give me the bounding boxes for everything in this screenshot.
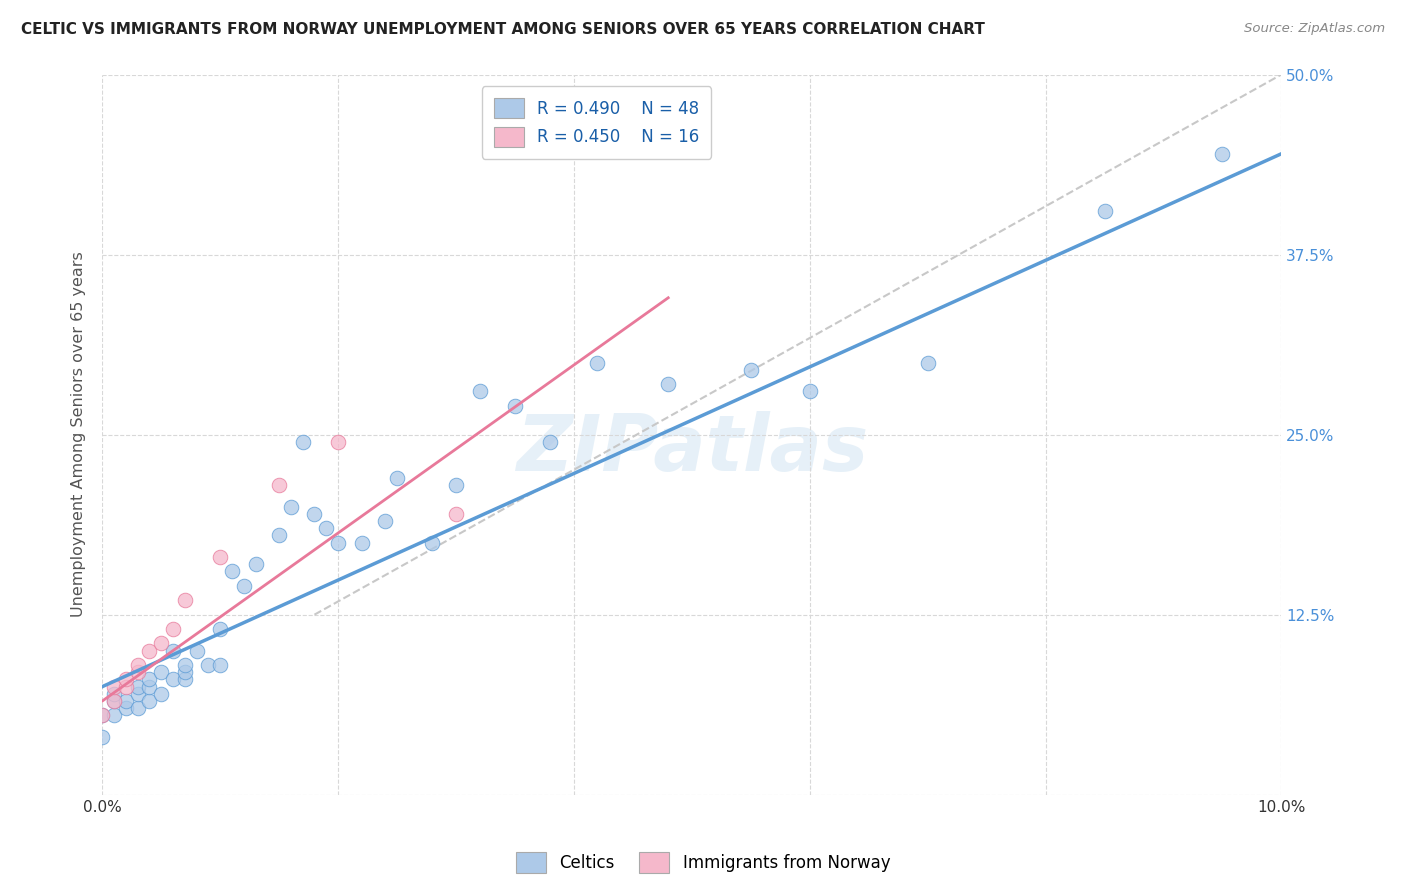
Point — [150, 687, 173, 701]
Point — [127, 665, 149, 680]
Point — [350, 535, 373, 549]
Point — [114, 680, 136, 694]
Y-axis label: Unemployment Among Seniors over 65 years: Unemployment Among Seniors over 65 years — [72, 252, 86, 617]
Point — [538, 434, 561, 449]
Point — [103, 694, 125, 708]
Point — [127, 680, 149, 694]
Point — [114, 673, 136, 687]
Point — [162, 673, 184, 687]
Point — [267, 528, 290, 542]
Point — [326, 535, 349, 549]
Point — [586, 355, 609, 369]
Point — [232, 579, 254, 593]
Point — [374, 514, 396, 528]
Point — [503, 399, 526, 413]
Point — [138, 673, 160, 687]
Point — [209, 658, 232, 673]
Point — [385, 471, 408, 485]
Point — [304, 507, 326, 521]
Point — [468, 384, 491, 399]
Point — [209, 549, 232, 564]
Point — [91, 708, 114, 723]
Point — [114, 694, 136, 708]
Point — [326, 434, 349, 449]
Point — [657, 377, 679, 392]
Point — [173, 593, 195, 607]
Point — [91, 730, 114, 744]
Point — [114, 701, 136, 715]
Point — [315, 521, 337, 535]
Point — [173, 658, 195, 673]
Point — [138, 643, 160, 657]
Point — [267, 478, 290, 492]
Point — [127, 701, 149, 715]
Point — [150, 665, 173, 680]
Point — [291, 434, 314, 449]
Point — [799, 384, 821, 399]
Point — [1211, 146, 1233, 161]
Point — [162, 622, 184, 636]
Point — [127, 687, 149, 701]
Point — [209, 622, 232, 636]
Point — [103, 687, 125, 701]
Point — [740, 363, 762, 377]
Point — [173, 673, 195, 687]
Point — [280, 500, 302, 514]
Point — [138, 680, 160, 694]
Legend: R = 0.490    N = 48, R = 0.450    N = 16: R = 0.490 N = 48, R = 0.450 N = 16 — [482, 87, 711, 159]
Point — [1094, 204, 1116, 219]
Text: ZIPatlas: ZIPatlas — [516, 411, 868, 487]
Point — [444, 507, 467, 521]
Point — [917, 355, 939, 369]
Point — [657, 125, 679, 139]
Point — [245, 558, 267, 572]
Point — [162, 643, 184, 657]
Legend: Celtics, Immigrants from Norway: Celtics, Immigrants from Norway — [509, 846, 897, 880]
Point — [150, 636, 173, 650]
Point — [186, 643, 208, 657]
Point — [422, 535, 444, 549]
Point — [138, 694, 160, 708]
Point — [103, 680, 125, 694]
Point — [444, 478, 467, 492]
Point — [173, 665, 195, 680]
Point — [197, 658, 219, 673]
Point — [127, 658, 149, 673]
Point — [91, 708, 114, 723]
Text: CELTIC VS IMMIGRANTS FROM NORWAY UNEMPLOYMENT AMONG SENIORS OVER 65 YEARS CORREL: CELTIC VS IMMIGRANTS FROM NORWAY UNEMPLO… — [21, 22, 986, 37]
Point — [103, 708, 125, 723]
Point — [103, 694, 125, 708]
Point — [221, 565, 243, 579]
Text: Source: ZipAtlas.com: Source: ZipAtlas.com — [1244, 22, 1385, 36]
